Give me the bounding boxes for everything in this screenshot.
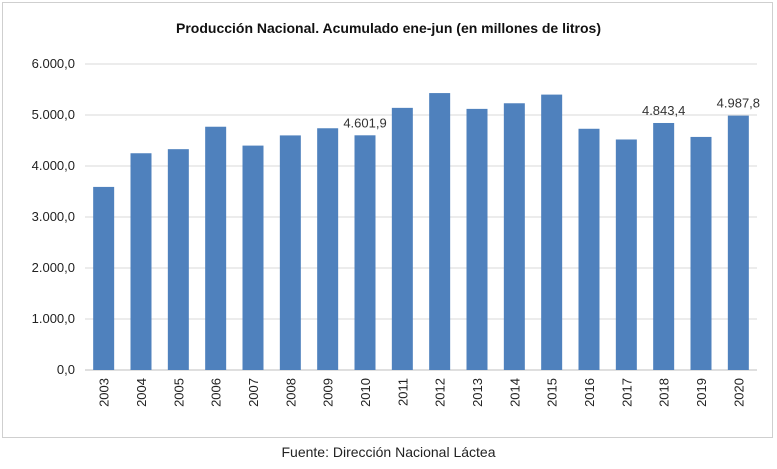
x-tick-label: 2014 bbox=[507, 378, 522, 407]
bar-2017 bbox=[615, 139, 637, 370]
x-tick-label: 2009 bbox=[321, 378, 336, 407]
data-label-2018: 4.843,4 bbox=[642, 103, 685, 118]
bar-2006 bbox=[205, 126, 227, 370]
bar-2018 bbox=[653, 122, 675, 370]
y-tick-label: 5.000,0 bbox=[32, 107, 75, 122]
bar-2016 bbox=[578, 128, 600, 370]
y-tick-label: 1.000,0 bbox=[32, 311, 75, 326]
x-tick-label: 2007 bbox=[246, 378, 261, 407]
x-tick-label: 2020 bbox=[731, 378, 746, 407]
bar-2008 bbox=[279, 135, 301, 370]
bar-2007 bbox=[242, 145, 264, 370]
y-tick-label: 3.000,0 bbox=[32, 209, 75, 224]
bar-2019 bbox=[690, 136, 712, 370]
bar-2015 bbox=[541, 94, 563, 370]
x-tick-label: 2015 bbox=[545, 378, 560, 407]
x-tick-label: 2003 bbox=[97, 378, 112, 407]
bar-2012 bbox=[429, 93, 451, 370]
x-tick-label: 2010 bbox=[358, 378, 373, 407]
y-tick-label: 6.000,0 bbox=[32, 56, 75, 71]
x-tick-label: 2013 bbox=[470, 378, 485, 407]
bar-2013 bbox=[466, 108, 488, 370]
y-tick-label: 4.000,0 bbox=[32, 158, 75, 173]
x-tick-label: 2006 bbox=[209, 378, 224, 407]
x-tick-label: 2004 bbox=[134, 378, 149, 407]
source-note: Fuente: Dirección Nacional Láctea bbox=[281, 444, 496, 460]
bar-2011 bbox=[391, 107, 413, 371]
bar-2010 bbox=[354, 135, 376, 370]
x-tick-label: 2016 bbox=[582, 378, 597, 407]
y-tick-label: 0,0 bbox=[57, 362, 75, 377]
x-tick-label: 2017 bbox=[619, 378, 634, 407]
x-tick-label: 2018 bbox=[657, 378, 672, 407]
bar-2014 bbox=[503, 103, 525, 371]
chart-title: Producción Nacional. Acumulado ene-jun (… bbox=[176, 20, 601, 36]
data-label-2010: 4.601,9 bbox=[343, 115, 386, 130]
bar-2005 bbox=[167, 149, 189, 370]
bar-2003 bbox=[93, 186, 115, 370]
x-tick-label: 2012 bbox=[433, 378, 448, 407]
bar-chart: 0,0 1.000,0 2.000,0 3.000,0 4.000,0 5.000,0 6.… bbox=[32, 56, 760, 407]
x-tick-label: 2011 bbox=[395, 378, 410, 406]
bar-2004 bbox=[130, 153, 152, 370]
data-label-2020: 4.987,8 bbox=[717, 96, 760, 111]
x-tick-label: 2008 bbox=[283, 378, 298, 407]
bar-2020 bbox=[727, 115, 749, 371]
y-tick-label: 2.000,0 bbox=[32, 260, 75, 275]
bar-2009 bbox=[317, 128, 339, 370]
x-tick-label: 2019 bbox=[694, 378, 709, 407]
x-tick-label: 2005 bbox=[171, 378, 186, 407]
